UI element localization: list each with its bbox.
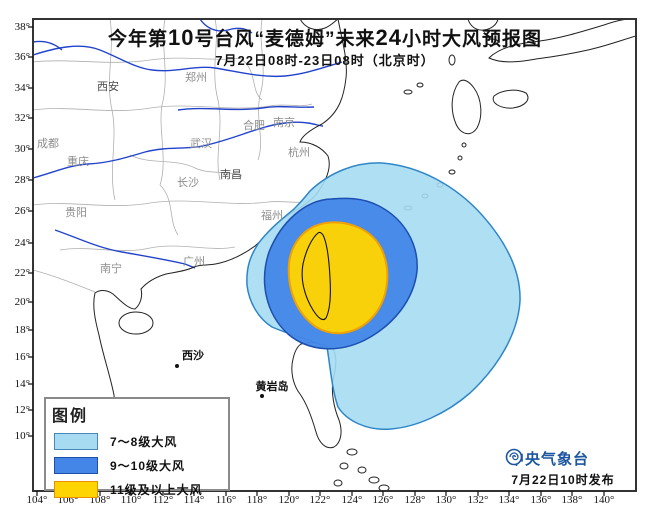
map-subtitle: 7月22日08时-23日08时（北京时）	[215, 53, 435, 68]
small-island	[416, 82, 424, 88]
river-tributary	[32, 40, 63, 51]
tsushima-island	[448, 54, 456, 66]
coast-shandong	[299, 18, 339, 31]
legend-swatch	[54, 480, 98, 498]
legend-row-7-8: 7～8级大风	[54, 432, 228, 450]
taiwan-island	[301, 231, 331, 321]
agency-name: 中央气象台	[509, 451, 590, 468]
philippine-islet	[346, 448, 358, 456]
coast-china-mainland	[93, 18, 347, 492]
legend-box: 图例 7～8级大风 9～10级大风 11级及以上大风	[44, 397, 230, 498]
issue-time: 7月22日10时发布	[511, 473, 615, 487]
philippine-islet	[368, 476, 380, 484]
cma-logo-icon	[505, 448, 523, 466]
legend-swatch	[54, 432, 98, 450]
agency-branding: 中央气象台	[505, 448, 635, 469]
philippine-islet	[357, 466, 367, 474]
map-title: 今年第10号台风“麦德姆”未来24小时大风预报图	[0, 24, 650, 51]
legend-row-9-10: 9～10级大风	[54, 456, 228, 474]
title-typhoon-number: 10	[168, 25, 195, 50]
map-border	[32, 18, 637, 492]
title-part: 小时大风预报图	[401, 29, 542, 50]
title-hours-number: 24	[375, 25, 402, 50]
river-yellow	[32, 45, 343, 78]
river-yangtze	[32, 121, 324, 179]
province-boundaries	[32, 18, 313, 293]
legend-label: 9～10级大风	[110, 458, 186, 473]
legend-label: 7～8级大风	[110, 434, 178, 449]
legend-label: 11级及以上大风	[110, 482, 203, 497]
axis-ticks	[28, 26, 605, 496]
legend-swatch	[54, 456, 98, 474]
rivers	[32, 18, 343, 269]
philippine-islet	[339, 462, 349, 470]
jeju-island	[485, 38, 499, 46]
river-huai	[177, 105, 315, 111]
small-island	[403, 89, 413, 95]
legend-title: 图例	[52, 408, 89, 425]
coast-korea	[467, 18, 499, 31]
wind-area-11-plus	[287, 221, 389, 335]
shikoku-island	[492, 89, 529, 109]
title-part: 号台风“麦德姆”未来	[194, 29, 376, 50]
title-part: 今年第	[107, 29, 168, 50]
river-pearl	[54, 229, 196, 269]
legend-row-11-plus: 11级及以上大风	[54, 480, 228, 498]
kyushu-island	[451, 79, 482, 135]
river-hai	[199, 18, 253, 34]
philippine-islet	[333, 479, 343, 487]
hainan-island	[118, 311, 154, 335]
